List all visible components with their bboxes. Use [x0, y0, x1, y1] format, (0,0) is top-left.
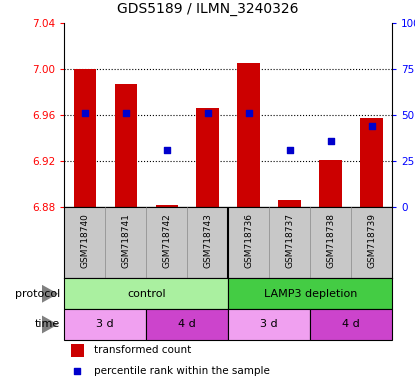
Text: 3 d: 3 d — [261, 319, 278, 329]
Point — [369, 123, 375, 129]
Bar — [228, 278, 392, 309]
Bar — [320, 160, 342, 207]
Bar — [71, 344, 84, 357]
Bar — [196, 108, 219, 207]
Point — [164, 147, 170, 153]
Bar — [237, 63, 260, 207]
Bar — [278, 200, 301, 207]
Bar — [156, 205, 178, 207]
Bar — [310, 309, 392, 340]
Bar — [228, 309, 310, 340]
Bar — [146, 309, 228, 340]
Bar — [64, 278, 228, 309]
Point — [74, 368, 81, 374]
Text: GSM718741: GSM718741 — [121, 213, 130, 268]
Text: 3 d: 3 d — [97, 319, 114, 329]
Text: GSM718742: GSM718742 — [162, 213, 171, 268]
Text: 4 d: 4 d — [342, 319, 360, 329]
Text: LAMP3 depletion: LAMP3 depletion — [264, 289, 357, 299]
Text: protocol: protocol — [15, 289, 60, 299]
Bar — [115, 84, 137, 207]
Point — [122, 110, 129, 116]
Text: GSM718738: GSM718738 — [326, 213, 335, 268]
Text: GDS5189 / ILMN_3240326: GDS5189 / ILMN_3240326 — [117, 2, 298, 16]
Text: GSM718739: GSM718739 — [367, 213, 376, 268]
Point — [327, 138, 334, 144]
Text: control: control — [127, 289, 166, 299]
Text: GSM718743: GSM718743 — [203, 213, 212, 268]
Polygon shape — [42, 285, 58, 303]
Point — [286, 147, 293, 153]
Point — [81, 110, 88, 116]
Point — [245, 110, 252, 116]
Text: 4 d: 4 d — [178, 319, 196, 329]
Text: percentile rank within the sample: percentile rank within the sample — [94, 366, 270, 376]
Bar — [64, 309, 146, 340]
Bar — [73, 69, 96, 207]
Text: time: time — [35, 319, 60, 329]
Text: GSM718736: GSM718736 — [244, 213, 253, 268]
Text: GSM718740: GSM718740 — [81, 213, 89, 268]
Bar — [360, 118, 383, 207]
Polygon shape — [42, 315, 58, 334]
Point — [205, 110, 211, 116]
Text: transformed count: transformed count — [94, 346, 191, 356]
Text: GSM718737: GSM718737 — [285, 213, 294, 268]
